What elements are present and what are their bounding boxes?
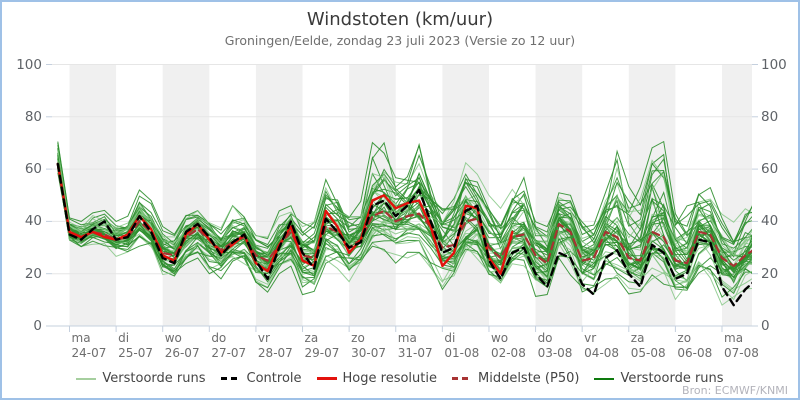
x-axis-day-label: do [211, 331, 227, 345]
x-axis-day-label: di [118, 331, 130, 345]
legend-label: Controle [246, 371, 302, 386]
x-axis-day-label: zo [677, 331, 692, 345]
ensemble-member-line [57, 149, 752, 260]
y-axis-label-left: 20 [24, 265, 42, 282]
x-axis-date-label: 07-08 [724, 346, 759, 360]
chart-legend: Verstoorde runs Controle Hoge resolutie Mid… [2, 371, 798, 386]
x-axis-date-label: 06-08 [677, 346, 713, 360]
x-axis-date-label: 02-08 [490, 346, 526, 360]
x-axis-date-label: 31-07 [397, 346, 433, 360]
chart-title: Windstoten (km/uur) [306, 9, 494, 30]
legend-label: Verstoorde runs [620, 371, 724, 386]
legend-item: Hoge resolutie [316, 371, 437, 386]
x-axis-date-label: 28-07 [257, 346, 293, 360]
x-axis-day-label: do [537, 331, 553, 345]
y-axis-label-right: 80 [761, 108, 779, 125]
ensemble-member-line [57, 149, 752, 289]
x-axis-day-label: ma [71, 331, 91, 345]
ensemble-member-line [57, 141, 752, 273]
x-axis-day-label: vr [584, 331, 597, 345]
y-axis-label-left: 40 [24, 213, 42, 230]
x-axis-day-label: wo [490, 331, 509, 345]
day-band [162, 64, 210, 326]
x-axis-date-label: 04-08 [584, 346, 620, 360]
x-axis-date-label: 05-08 [630, 346, 666, 360]
x-axis-day-label: za [304, 331, 319, 345]
x-axis-day-label: ma [724, 331, 744, 345]
legend-item: Verstoorde runs [594, 371, 724, 386]
source-attribution: Bron: ECMWF/KNMI [682, 384, 788, 397]
x-axis-date-label: 29-07 [304, 346, 340, 360]
control-line [56, 162, 752, 307]
main-forecast-lines [56, 162, 752, 307]
y-axis-label-left: 60 [24, 161, 42, 178]
legend-label: Middelste (P50) [477, 371, 580, 386]
ensemble-member-line [57, 160, 752, 306]
x-axis-date-label: 24-07 [71, 346, 107, 360]
legend-item: Controle [220, 371, 302, 386]
x-axis-date-label: 26-07 [164, 346, 200, 360]
ensemble-member-line [57, 153, 752, 258]
y-axis-label-right: 60 [761, 161, 779, 178]
ensemble-member-line [57, 158, 752, 272]
x-axis-date-label: 03-08 [537, 346, 573, 360]
x-axis-date-label: 27-07 [211, 346, 247, 360]
legend-line-icon [76, 377, 97, 380]
y-axis-label-right: 20 [761, 265, 779, 282]
y-axis-label-left: 80 [24, 108, 42, 125]
day-band [255, 64, 303, 326]
legend-line-icon [220, 377, 241, 380]
x-axis-day-label: di [444, 331, 456, 345]
day-band [535, 64, 583, 326]
legend-line-icon [594, 377, 615, 380]
x-axis-day-label: vr [257, 331, 270, 345]
legend-label: Verstoorde runs [102, 371, 206, 386]
y-axis-label-left: 0 [33, 318, 42, 334]
legend-line-icon [316, 377, 337, 380]
y-axis-label-left: 100 [16, 56, 42, 73]
ensemble-member-line [57, 166, 752, 294]
x-axis-day-label: za [630, 331, 645, 345]
legend-label: Hoge resolutie [342, 371, 437, 386]
x-axis-day-label: ma [397, 331, 417, 345]
x-axis-day-label: wo [164, 331, 182, 345]
x-axis-date-label: 25-07 [118, 346, 153, 360]
day-band [69, 64, 117, 326]
x-axis-day-label: zo [351, 331, 365, 345]
y-axis-label-right: 40 [761, 213, 779, 230]
legend-line-icon [451, 377, 472, 380]
chart-subtitle: Groningen/Eelde, zondag 23 juli 2023 (Ve… [224, 33, 576, 48]
legend-item: Middelste (P50) [451, 371, 580, 386]
ensemble-member-line [57, 165, 752, 287]
y-axis-label-right: 0 [761, 318, 770, 334]
p50-line [56, 162, 752, 267]
y-axis-label-right: 100 [761, 56, 787, 73]
legend-item: Verstoorde runs [76, 371, 206, 386]
x-axis-date-label: 01-08 [444, 346, 480, 360]
x-axis-date-label: 30-07 [351, 346, 387, 360]
